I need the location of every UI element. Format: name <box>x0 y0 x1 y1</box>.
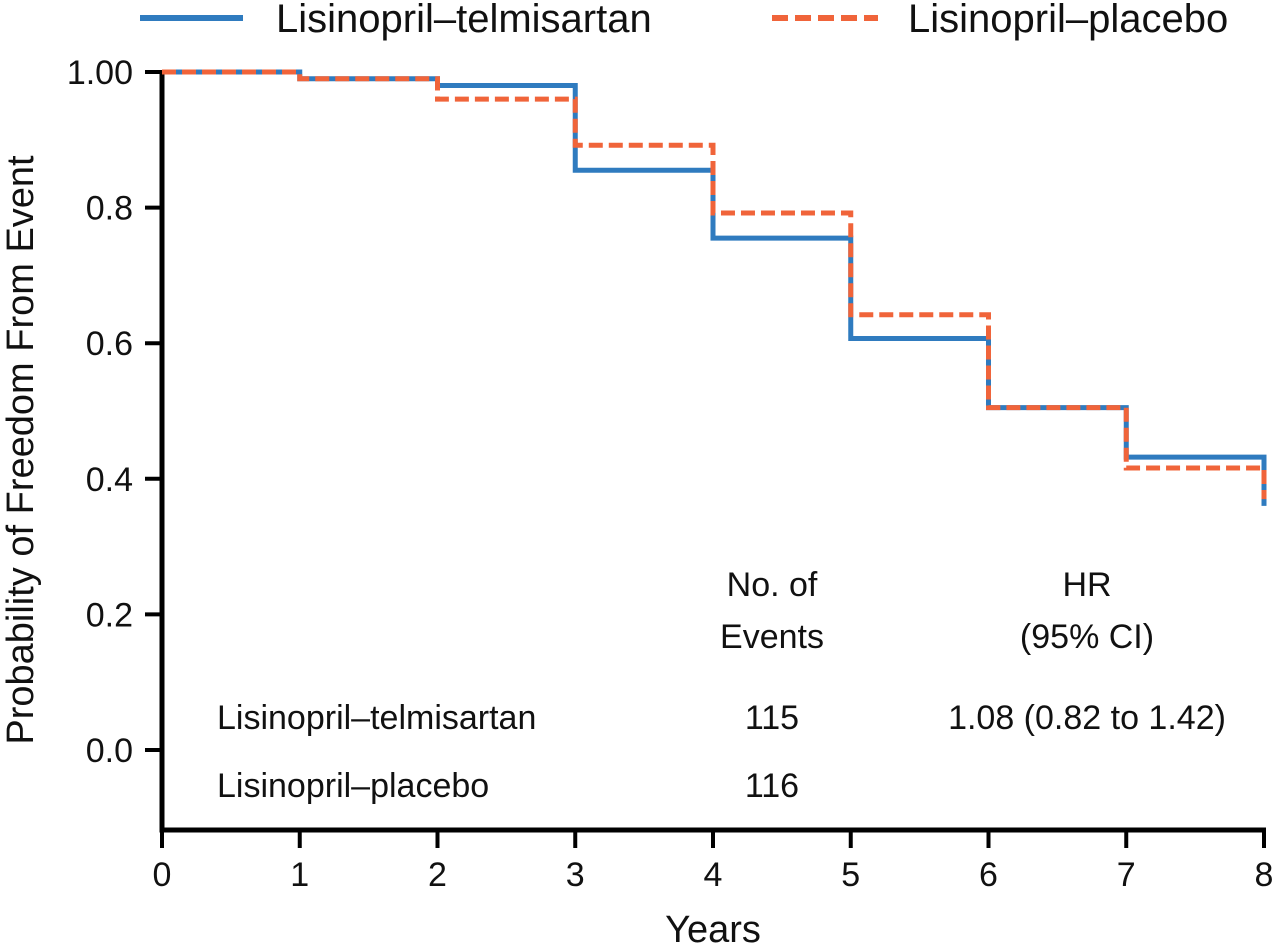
x-tick-label: 8 <box>1255 856 1274 894</box>
series-line-placebo <box>162 69 1267 500</box>
x-axis-title: Years <box>665 909 761 945</box>
y-tick-label: 1.00 <box>67 54 133 92</box>
legend-label-telmisartan: Lisinopril–telmisartan <box>276 0 652 41</box>
x-tick-label: 1 <box>290 856 309 894</box>
series-line-telmisartan <box>162 69 1267 506</box>
x-tick-label: 7 <box>1117 856 1136 894</box>
y-tick-label: 0.2 <box>86 596 133 634</box>
x-tick-label: 2 <box>428 856 447 894</box>
x-tick-label: 4 <box>704 856 723 894</box>
y-tick-label: 0.4 <box>86 461 133 499</box>
legend: Lisinopril–telmisartan Lisinopril–placeb… <box>140 0 1228 41</box>
series-layer <box>162 69 1267 506</box>
table-row-events: 115 <box>745 699 799 737</box>
annotation-table: No. of Events HR (95% CI) Lisinopril–tel… <box>217 566 1226 805</box>
legend-label-placebo: Lisinopril–placebo <box>908 0 1228 41</box>
table-header-events-line1: No. of <box>727 566 818 604</box>
y-tick-label: 0.6 <box>86 325 133 363</box>
table-header-hr-line2: (95% CI) <box>1020 618 1154 656</box>
table-row-hr: 1.08 (0.82 to 1.42) <box>948 699 1226 737</box>
x-tick-label: 0 <box>153 856 172 894</box>
y-tick-label: 0.8 <box>86 190 133 228</box>
table-row-label: Lisinopril–telmisartan <box>217 699 536 737</box>
axes: 1.00 0.8 0.6 0.4 0.2 0.0 0 1 2 3 4 5 6 7 8 Years Prob… <box>0 54 1273 945</box>
table-header-events-line2: Events <box>720 618 824 656</box>
y-axis-title: Probability of Freedom From Event <box>0 155 42 745</box>
y-ticks: 1.00 0.8 0.6 0.4 0.2 0.0 <box>67 54 162 770</box>
y-tick-label: 0.0 <box>86 732 133 770</box>
table-header-hr-line1: HR <box>1062 566 1111 604</box>
x-ticks: 0 1 2 3 4 5 6 7 8 <box>153 830 1274 894</box>
table-row-label: Lisinopril–placebo <box>217 767 489 805</box>
x-tick-label: 3 <box>566 856 585 894</box>
x-tick-label: 5 <box>841 856 860 894</box>
x-tick-label: 6 <box>979 856 998 894</box>
table-row-events: 116 <box>745 767 799 805</box>
